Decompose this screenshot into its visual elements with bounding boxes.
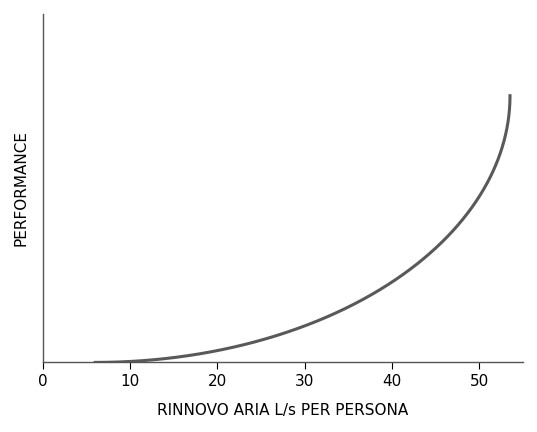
X-axis label: RINNOVO ARIA L/s PER PERSONA: RINNOVO ARIA L/s PER PERSONA xyxy=(157,403,409,418)
Y-axis label: PERFORMANCE: PERFORMANCE xyxy=(14,130,29,246)
